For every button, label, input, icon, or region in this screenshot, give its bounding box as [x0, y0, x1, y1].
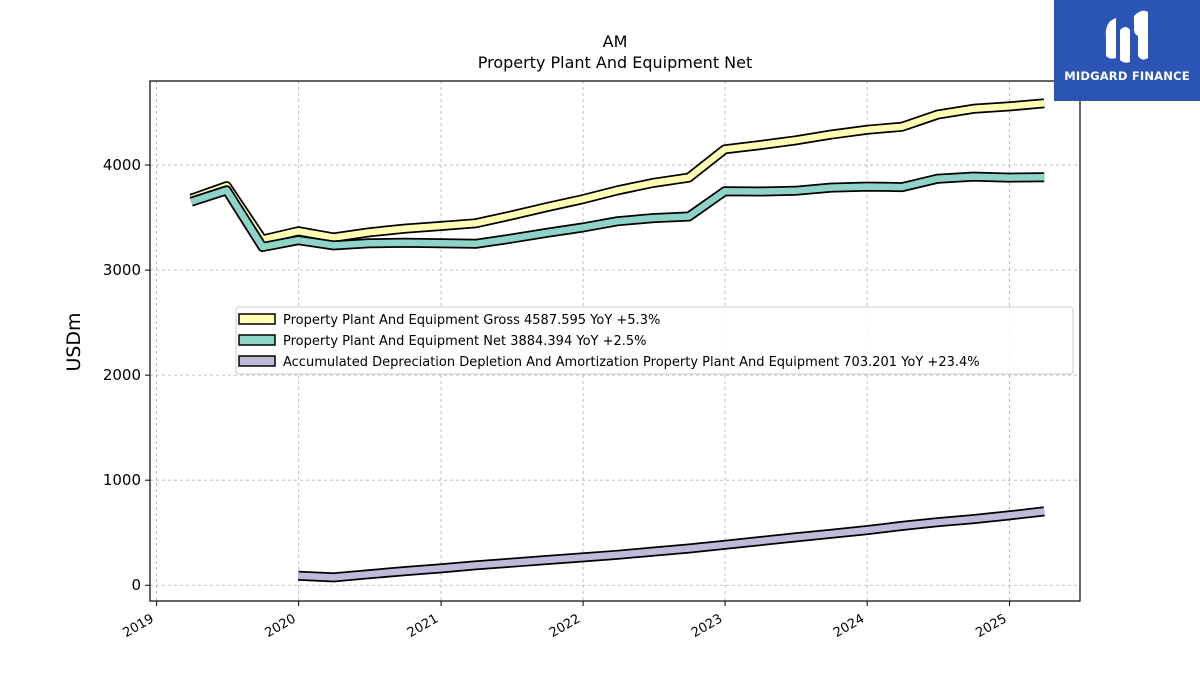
x-tick-label: 2019 — [120, 611, 156, 641]
legend-swatch-2 — [238, 334, 276, 346]
y-axis-label: USDm — [63, 312, 85, 371]
y-tick-label: 2000 — [103, 366, 141, 384]
x-tick-label: 2024 — [831, 611, 867, 641]
legend: Property Plant And Equipment Gross 4587.… — [235, 306, 1074, 375]
y-tick-label: 0 — [131, 576, 141, 594]
legend-swatch-1 — [238, 313, 276, 325]
midgard-logo-icon — [1105, 10, 1148, 63]
y-tick-label: 4000 — [103, 156, 141, 174]
x-tick-label: 2020 — [262, 611, 298, 641]
legend-label-2: Property Plant And Equipment Net 3884.39… — [283, 334, 647, 349]
logo-text: MIDGARD FINANCE — [1064, 69, 1190, 83]
x-tick-label: 2023 — [689, 611, 725, 641]
x-tick-label: 2021 — [405, 611, 441, 641]
midgard-finance-logo: MIDGARD FINANCE — [1054, 0, 1200, 101]
series-lines — [189, 98, 1045, 583]
chart-title: AM — [603, 32, 628, 51]
x-tick-label: 2022 — [547, 611, 583, 641]
chart-subtitle: Property Plant And Equipment Net — [478, 53, 753, 72]
y-tick-label: 1000 — [103, 471, 141, 489]
legend-box — [235, 306, 1074, 375]
x-tick-label: 2025 — [973, 611, 1009, 641]
plot-frame — [149, 80, 1081, 602]
legend-label-3: Accumulated Depreciation Depletion And A… — [283, 355, 980, 370]
series-line-3 — [298, 508, 1045, 581]
legend-label-1: Property Plant And Equipment Gross 4587.… — [283, 313, 660, 328]
y-tick-label: 3000 — [103, 261, 141, 279]
legend-swatch-3 — [238, 355, 276, 367]
